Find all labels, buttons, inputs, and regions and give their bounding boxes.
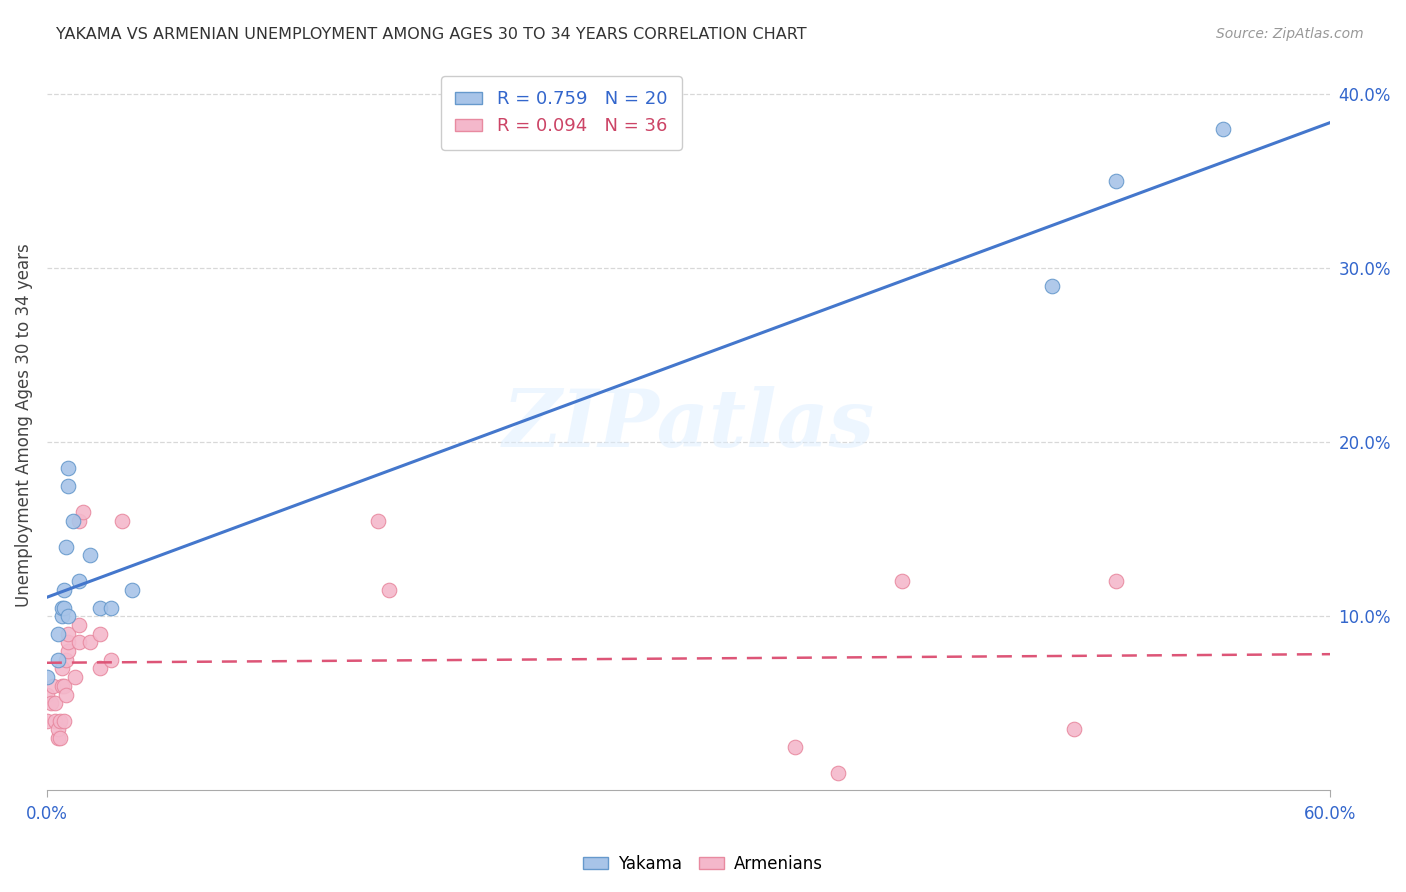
Point	[891, 574, 914, 589]
Point	[42, 679, 65, 693]
Point	[55, 688, 77, 702]
Point	[48, 731, 70, 745]
Point	[63, 670, 86, 684]
Point	[53, 714, 76, 728]
Point	[827, 765, 849, 780]
Point	[111, 514, 134, 528]
Point	[121, 583, 143, 598]
Point	[44, 696, 66, 710]
Point	[53, 679, 76, 693]
Legend: Yakama, Armenians: Yakama, Armenians	[576, 848, 830, 880]
Point	[67, 618, 90, 632]
Point	[89, 661, 111, 675]
Point	[785, 739, 807, 754]
Point	[1040, 278, 1063, 293]
Point	[67, 514, 90, 528]
Point	[51, 661, 73, 675]
Point	[1105, 574, 1128, 589]
Point	[46, 731, 69, 745]
Point	[35, 688, 58, 702]
Point	[51, 609, 73, 624]
Point	[72, 505, 94, 519]
Point	[53, 583, 76, 598]
Point	[58, 626, 80, 640]
Point	[46, 723, 69, 737]
Legend: R = 0.759   N = 20, R = 0.094   N = 36: R = 0.759 N = 20, R = 0.094 N = 36	[441, 76, 682, 150]
Point	[53, 600, 76, 615]
Point	[46, 653, 69, 667]
Point	[367, 514, 389, 528]
Point	[35, 670, 58, 684]
Point	[67, 574, 90, 589]
Point	[58, 644, 80, 658]
Point	[62, 514, 84, 528]
Point	[39, 696, 62, 710]
Point	[1105, 174, 1128, 188]
Point	[35, 714, 58, 728]
Point	[100, 653, 122, 667]
Point	[89, 626, 111, 640]
Point	[46, 626, 69, 640]
Point	[55, 540, 77, 554]
Point	[79, 549, 101, 563]
Point	[58, 479, 80, 493]
Point	[58, 635, 80, 649]
Point	[79, 635, 101, 649]
Point	[44, 714, 66, 728]
Point	[1212, 122, 1234, 136]
Point	[48, 714, 70, 728]
Y-axis label: Unemployment Among Ages 30 to 34 years: Unemployment Among Ages 30 to 34 years	[15, 243, 32, 607]
Text: YAKAMA VS ARMENIAN UNEMPLOYMENT AMONG AGES 30 TO 34 YEARS CORRELATION CHART: YAKAMA VS ARMENIAN UNEMPLOYMENT AMONG AG…	[56, 27, 807, 42]
Point	[55, 653, 77, 667]
Point	[67, 635, 90, 649]
Text: Source: ZipAtlas.com: Source: ZipAtlas.com	[1216, 27, 1364, 41]
Point	[89, 600, 111, 615]
Point	[58, 609, 80, 624]
Point	[51, 600, 73, 615]
Point	[1063, 723, 1085, 737]
Text: ZIPatlas: ZIPatlas	[502, 386, 875, 464]
Point	[58, 461, 80, 475]
Point	[51, 679, 73, 693]
Point	[100, 600, 122, 615]
Point	[378, 583, 401, 598]
